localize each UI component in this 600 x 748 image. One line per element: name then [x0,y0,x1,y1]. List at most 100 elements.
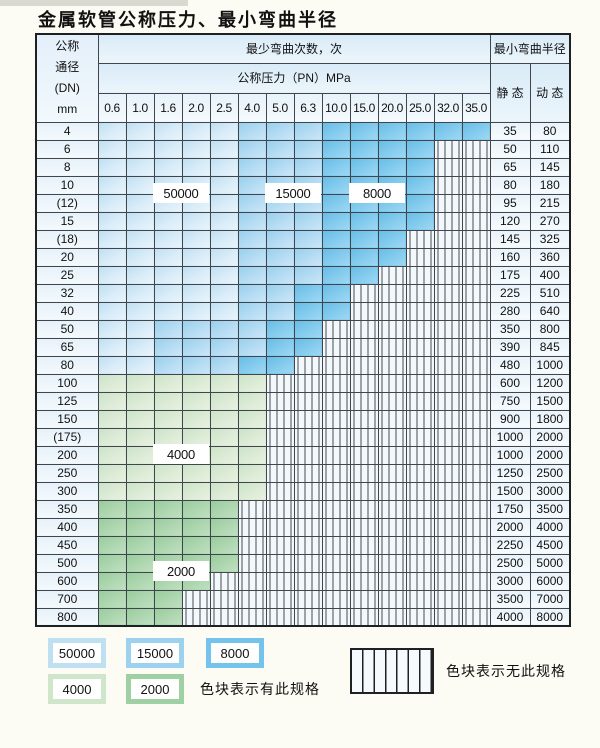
spec-cell [433,175,463,195]
spec-cell [181,301,211,321]
static-value-cell: 900 [489,409,531,429]
spec-cell [181,247,211,267]
spec-cell [321,211,351,231]
spec-cell [237,319,267,339]
static-header: 静 态 [489,62,531,123]
spec-cell [321,283,351,303]
spec-cell [377,373,407,393]
spec-cell [209,193,239,213]
spec-cell [405,607,435,627]
pressure-column-header: 32.0 [433,92,463,123]
spec-cell [321,517,351,537]
static-value-cell: 65 [489,157,531,177]
spec-cell [181,463,211,483]
spec-cell [293,355,323,375]
spec-cell [153,229,183,249]
spec-cell [181,337,211,357]
spec-cell [97,229,127,249]
spec-cell [237,211,267,231]
spec-cell [377,301,407,321]
table-row: 32 225 510 [35,283,571,303]
spec-cell [181,607,211,627]
static-value-cell: 2000 [489,517,531,537]
spec-cell [125,139,155,159]
spec-cell [181,391,211,411]
pressure-column-header: 15.0 [349,92,379,123]
spec-cell [405,427,435,447]
spec-cell [461,229,491,249]
spec-cell [349,283,379,303]
legend-swatch-label: 15000 [131,643,179,663]
spec-cell [97,391,127,411]
dn-cell: 250 [35,463,99,483]
spec-cell [377,337,407,357]
spec-cell [209,337,239,357]
spec-cell [209,247,239,267]
spec-cell [433,535,463,555]
dn-cell: 50 [35,319,99,339]
spec-cell [461,139,491,159]
spec-cell [153,499,183,519]
static-value-cell: 1500 [489,481,531,501]
spec-cell [209,535,239,555]
spec-cell [433,571,463,591]
spec-cell [349,247,379,267]
spec-cell [97,175,127,195]
spec-cell [293,265,323,285]
spec-cell [125,481,155,501]
dn-cell: 800 [35,607,99,627]
spec-cell [321,607,351,627]
static-value-cell: 225 [489,283,531,303]
spec-cell [321,445,351,465]
spec-cell [321,589,351,609]
table-row: 500 2500 5000 [35,553,571,573]
spec-cell [461,121,491,141]
spec-cell [265,499,295,519]
static-value-cell: 4000 [489,607,531,627]
table-row: 25 175 400 [35,265,571,285]
spec-cell [461,193,491,213]
spec-cell [405,571,435,591]
spec-cell [461,463,491,483]
dn-cell: 20 [35,247,99,267]
spec-cell [321,121,351,141]
static-value-cell: 35 [489,121,531,141]
spec-cell [293,391,323,411]
spec-cell [265,265,295,285]
spec-cell [125,535,155,555]
spec-cell [265,229,295,249]
pressure-column-header: 6.3 [293,92,323,123]
spec-cell [405,265,435,285]
pressure-column-header: 1.0 [125,92,155,123]
spec-cell [125,247,155,267]
spec-cell [321,499,351,519]
spec-cell [153,319,183,339]
spec-cell [125,265,155,285]
spec-cell [461,337,491,357]
spec-cell [293,121,323,141]
spec-cell [321,319,351,339]
spec-cell [153,607,183,627]
band-value-label: 2000 [153,561,209,581]
dynamic-value-cell: 145 [529,157,571,177]
spec-cell [209,229,239,249]
spec-cell [293,445,323,465]
spec-cell [97,499,127,519]
spec-cell [321,553,351,573]
spec-cell [153,211,183,231]
spec-cell [349,373,379,393]
spec-cell [433,229,463,249]
spec-cell [265,571,295,591]
spec-cell [433,139,463,159]
spec-cell [321,409,351,429]
spec-cell [125,463,155,483]
table-row: 100 600 1200 [35,373,571,393]
spec-cell [153,481,183,501]
spec-cell [293,463,323,483]
dn-cell: (18) [35,229,99,249]
spec-cell [405,589,435,609]
spec-cell [209,265,239,285]
spec-cell [321,193,351,213]
spec-cell [153,463,183,483]
spec-cell [265,463,295,483]
